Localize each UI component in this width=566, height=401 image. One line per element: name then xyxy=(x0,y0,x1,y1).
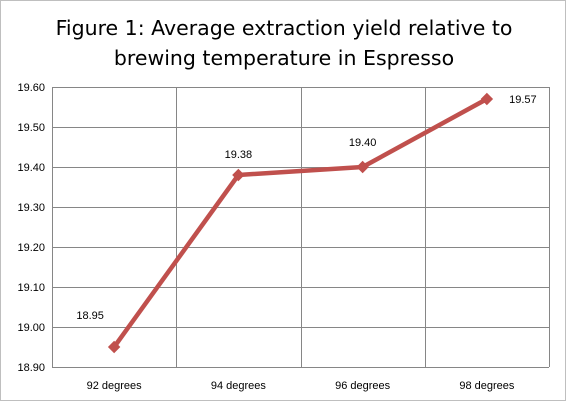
y-tick-label: 19.10 xyxy=(17,282,45,294)
data-point-marker xyxy=(107,340,121,354)
y-tick-label: 19.20 xyxy=(17,242,45,254)
y-tick-label: 19.50 xyxy=(17,122,45,134)
y-tick-label: 19.30 xyxy=(17,202,45,214)
x-tick-label: 98 degrees xyxy=(459,380,515,392)
x-tick-label: 94 degrees xyxy=(211,380,267,392)
chart-title: Figure 1: Average extraction yield relat… xyxy=(55,16,513,70)
series-line xyxy=(111,96,490,350)
y-tick-label: 19.40 xyxy=(17,162,45,174)
data-label: 18.95 xyxy=(76,310,104,322)
x-tick-label: 96 degrees xyxy=(335,380,391,392)
x-tick-label: 92 degrees xyxy=(87,380,143,392)
data-point-marker xyxy=(480,92,494,106)
data-label: 19.57 xyxy=(509,94,537,106)
data-point-marker xyxy=(356,160,369,174)
y-tick-label: 18.90 xyxy=(17,362,45,374)
data-label: 19.40 xyxy=(349,137,377,149)
y-tick-label: 19.00 xyxy=(17,322,45,334)
y-tick-label: 19.60 xyxy=(17,82,45,94)
data-point-marker xyxy=(232,168,245,182)
data-label: 19.38 xyxy=(225,149,253,161)
